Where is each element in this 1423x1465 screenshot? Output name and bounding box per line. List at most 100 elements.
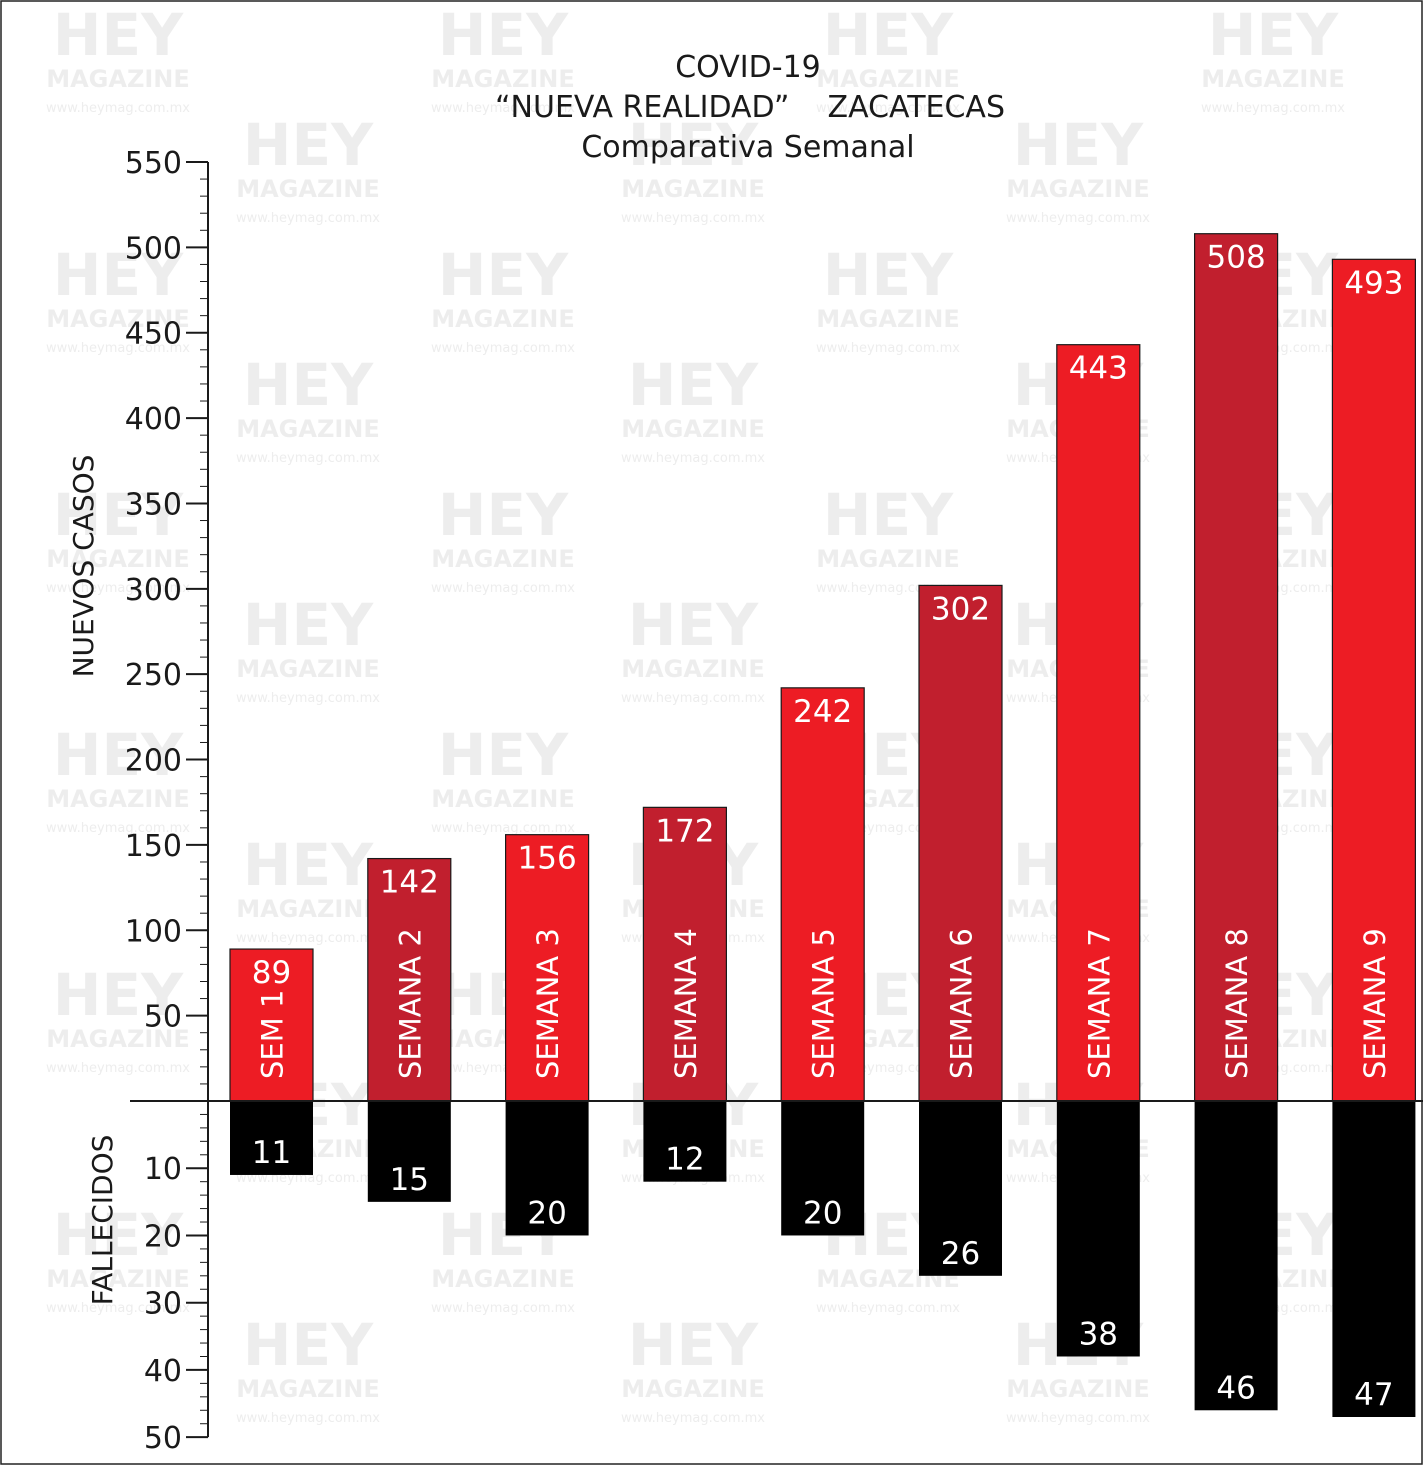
watermark-logo-top: HEY: [438, 241, 569, 309]
upper-tick-label: 450: [125, 317, 182, 352]
cases-value-label: 443: [1069, 351, 1128, 387]
watermark-url: www.heymag.com.mx: [236, 211, 380, 226]
watermark-url: www.heymag.com.mx: [621, 1411, 765, 1426]
watermark-logo-top: HEY: [438, 721, 569, 789]
watermark-url: www.heymag.com.mx: [621, 451, 765, 466]
watermark-logo-top: HEY: [1208, 1, 1339, 69]
category-label: SEMANA 6: [945, 928, 979, 1079]
watermark-logo-bottom: MAGAZINE: [621, 415, 765, 443]
cases-bar: [1056, 344, 1141, 1102]
deaths-value-label: 11: [252, 1135, 291, 1171]
cases-bar: [642, 806, 728, 1102]
chart-title: COVID-19 “NUEVA REALIDAD” ZACATECAS Comp…: [495, 50, 1005, 165]
deaths-value-label: 12: [665, 1142, 704, 1178]
watermark-url: www.heymag.com.mx: [431, 1301, 575, 1316]
category-label: SEM 1: [256, 990, 290, 1079]
watermark-logo-bottom: MAGAZINE: [46, 305, 190, 333]
cases-value-label: 156: [518, 841, 577, 877]
watermark-logo-top: HEY: [53, 1201, 184, 1269]
cases-bar: [780, 687, 865, 1102]
watermark-url: www.heymag.com.mx: [1006, 1411, 1150, 1426]
watermark-logo-bottom: MAGAZINE: [46, 785, 190, 813]
cases-value-label: 142: [380, 865, 439, 901]
watermark-layer: HEYMAGAZINEwww.heymag.com.mxHEYMAGAZINEw…: [46, 1, 1345, 1426]
upper-tick-label: 200: [125, 744, 182, 779]
watermark-logo-top: HEY: [628, 111, 759, 179]
lower-tick-label: 30: [144, 1287, 182, 1322]
upper-tick-label: 250: [125, 658, 182, 693]
deaths-value-label: 26: [941, 1236, 980, 1272]
deaths-value-label: 38: [1079, 1316, 1118, 1352]
watermark-logo-bottom: MAGAZINE: [1201, 65, 1345, 93]
deaths-value-label: 46: [1216, 1370, 1255, 1406]
watermark-logo-bottom: MAGAZINE: [236, 175, 380, 203]
watermark-url: www.heymag.com.mx: [1006, 211, 1150, 226]
lower-tick-label: 10: [144, 1152, 182, 1187]
title-line-2: “NUEVA REALIDAD” ZACATECAS: [495, 90, 1005, 125]
watermark-logo-bottom: MAGAZINE: [431, 65, 575, 93]
lower-tick-label: 40: [144, 1354, 182, 1389]
deaths-bar: [781, 1101, 865, 1236]
watermark-logo-bottom: MAGAZINE: [621, 175, 765, 203]
watermark-logo-top: HEY: [243, 591, 374, 659]
category-label: SEMANA 3: [531, 928, 565, 1079]
deaths-value-label: 20: [803, 1195, 842, 1231]
cases-value-label: 242: [793, 694, 852, 730]
upper-tick-label: 300: [125, 573, 182, 608]
watermark-logo-bottom: MAGAZINE: [46, 545, 190, 573]
cases-bar: [229, 948, 314, 1102]
upper-y-axis-title: NUEVOS CASOS: [67, 455, 100, 678]
watermark-logo-bottom: MAGAZINE: [46, 65, 190, 93]
watermark-url: www.heymag.com.mx: [431, 341, 575, 356]
category-label: SEMANA 4: [669, 928, 703, 1079]
watermark-url: www.heymag.com.mx: [816, 101, 960, 116]
lower-y-axis: 10 20 30 40 50: [144, 1101, 209, 1456]
watermark-logo-top: HEY: [243, 111, 374, 179]
deaths-value-label: 20: [527, 1195, 566, 1231]
upper-tick-label: 100: [125, 914, 182, 949]
watermark-url: www.heymag.com.mx: [621, 691, 765, 706]
watermark-logo-top: HEY: [53, 241, 184, 309]
upper-tick-label: 550: [125, 146, 182, 181]
deaths-bar: [643, 1101, 727, 1182]
lower-tick-label: 20: [144, 1219, 182, 1254]
watermark-logo-bottom: MAGAZINE: [236, 655, 380, 683]
watermark-logo-top: HEY: [823, 1, 954, 69]
lower-y-axis-title: FALLECIDOS: [86, 1135, 119, 1306]
watermark-url: www.heymag.com.mx: [46, 581, 190, 596]
watermark-logo-top: HEY: [243, 831, 374, 899]
watermark-logo-bottom: MAGAZINE: [431, 545, 575, 573]
deaths-bar: [505, 1101, 589, 1236]
cases-bar: [1193, 233, 1279, 1102]
watermark-url: www.heymag.com.mx: [46, 821, 190, 836]
watermark-logo-top: HEY: [628, 591, 759, 659]
watermark-logo-top: HEY: [823, 241, 954, 309]
category-label: SEMANA 2: [393, 928, 427, 1079]
upper-tick-label: 50: [144, 1000, 182, 1035]
category-label: SEMANA 7: [1082, 928, 1116, 1079]
upper-tick-label: 500: [125, 231, 182, 266]
watermark-url: www.heymag.com.mx: [236, 931, 380, 946]
watermark-url: www.heymag.com.mx: [431, 821, 575, 836]
